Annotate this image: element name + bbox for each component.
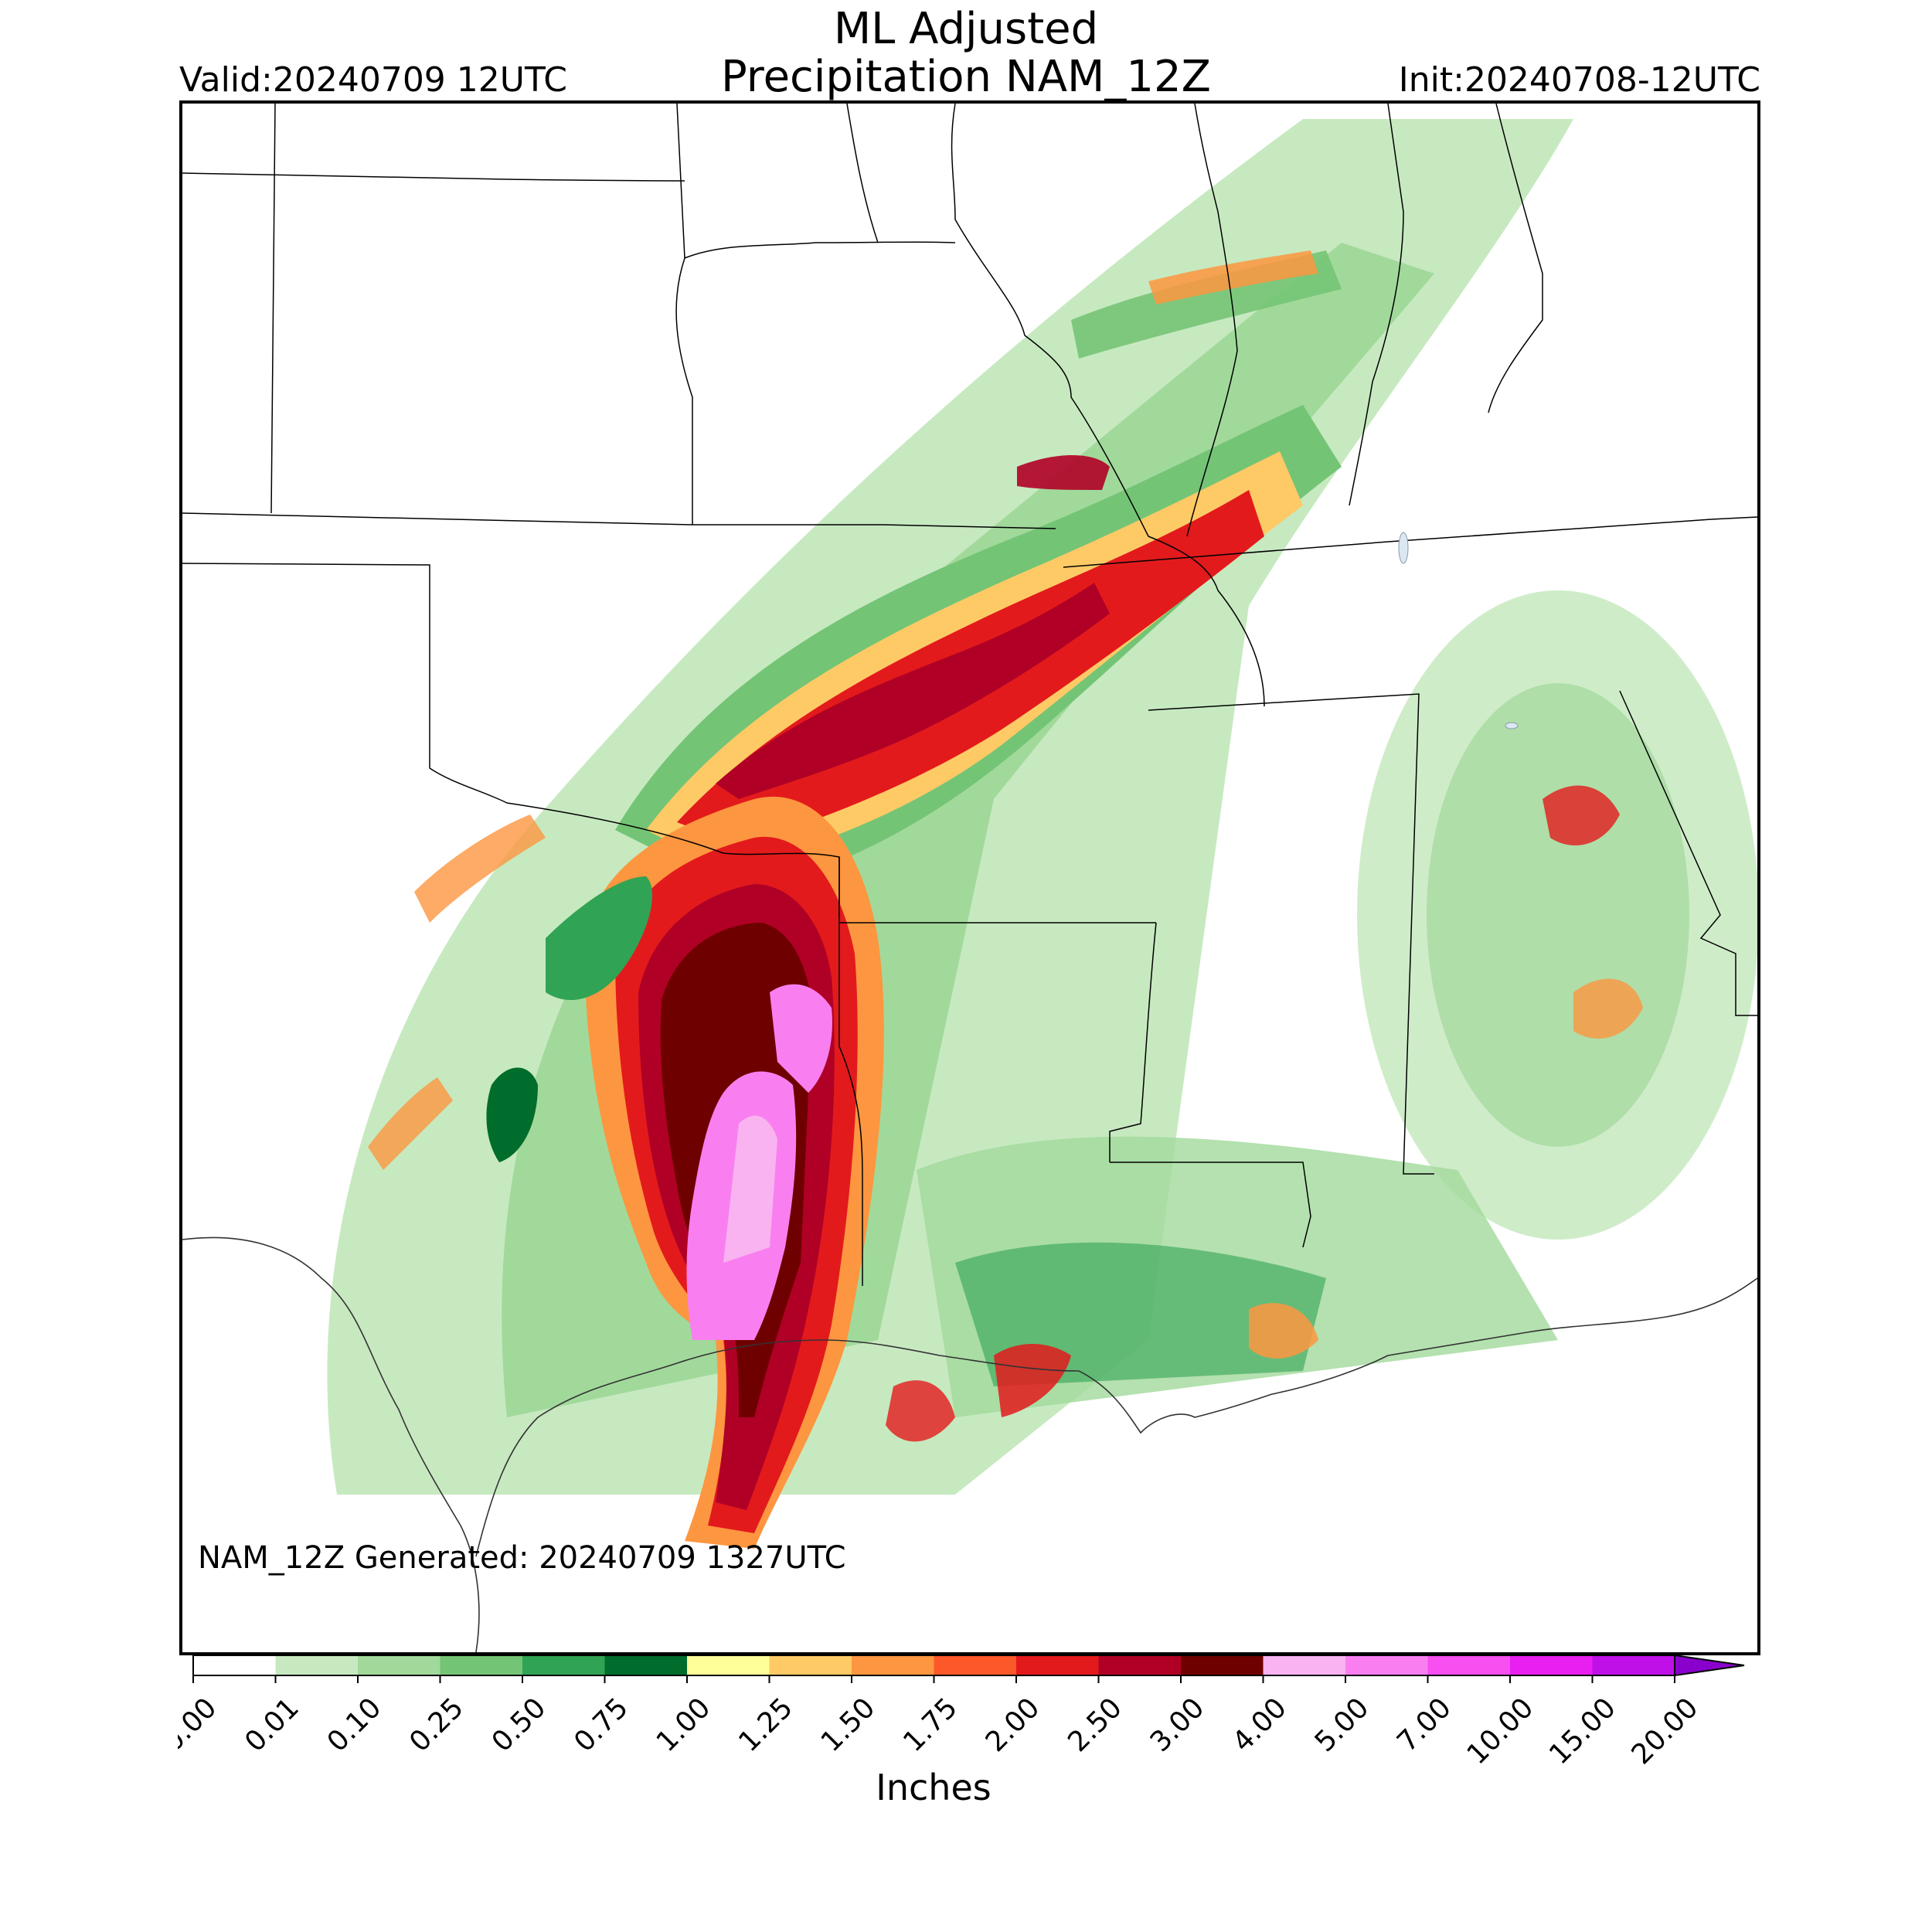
- colorbar-tick-label: 0.10: [321, 1692, 388, 1758]
- state-boundaries: [182, 104, 1757, 1286]
- colorbar-swatch: [358, 1655, 441, 1675]
- colorbar-tick-label: 2.50: [1062, 1692, 1128, 1758]
- colorbar-title: Inches: [876, 1767, 992, 1808]
- precip-field: [327, 119, 1757, 1549]
- colorbar-tick-label: 2.00: [980, 1692, 1046, 1758]
- colorbar-tick-label: 1.50: [815, 1692, 882, 1758]
- generated-note: NAM_12Z Generated: 20240709 1327UTC: [198, 1540, 846, 1576]
- colorbar-swatch: [1181, 1655, 1264, 1675]
- colorbar-tick-label: 0.75: [568, 1692, 634, 1758]
- colorbar-svg: 0.00 0.01 0.10 0.25 0.50 0.75 1.00 1.25 1.50 1.75…: [157, 1654, 1745, 1770]
- colorbar-tick-label: 3.00: [1145, 1692, 1211, 1758]
- colorbar-swatch: [1016, 1655, 1100, 1675]
- init-time-label: Init:20240708-12UTC: [1398, 60, 1760, 100]
- lakes: [1398, 532, 1519, 730]
- colorbar-tick-label: 0.25: [403, 1692, 470, 1758]
- colorbar-tick-label: 7.00: [1391, 1692, 1458, 1758]
- colorbar-swatch: [1592, 1655, 1675, 1675]
- colorbar-tick-label: 1.25: [733, 1692, 799, 1758]
- colorbar-swatch: [275, 1655, 359, 1675]
- colorbar-extend-arrow: [1674, 1654, 1745, 1677]
- colorbar-swatch: [687, 1655, 770, 1675]
- colorbar-tick-label: 10.00: [1461, 1692, 1540, 1770]
- colorbar-tick-label: 1.75: [897, 1692, 964, 1758]
- colorbar-tick-label: 1.00: [651, 1692, 717, 1758]
- colorbar-swatch: [852, 1655, 935, 1675]
- valid-time-label: Valid:20240709 12UTC: [179, 60, 568, 100]
- colorbar-swatch: [1345, 1655, 1429, 1675]
- colorbar-tick-label: 0.00: [178, 1692, 223, 1758]
- colorbar-tick-label: 0.50: [486, 1692, 553, 1758]
- colorbar-swatch: [193, 1655, 277, 1675]
- colorbar-swatch: [1263, 1655, 1346, 1675]
- colorbar-tick-label: 5.00: [1309, 1692, 1376, 1758]
- map-canvas: NAM_12Z Generated: 20240709 1327UTC: [182, 104, 1757, 1652]
- map-title-line2: Precipitation NAM_12Z: [721, 52, 1211, 102]
- colorbar: 0.00 0.01 0.10 0.25 0.50 0.75 1.00 1.25 1.50 1.75…: [157, 1648, 1770, 1774]
- precipitation-map: NAM_12Z Generated: 20240709 1327UTC: [179, 100, 1760, 1655]
- coastline: [182, 1236, 1757, 1652]
- colorbar-swatch: [1098, 1655, 1182, 1675]
- colorbar-swatch: [1427, 1655, 1511, 1675]
- colorbar-tick-label: 20.00: [1626, 1692, 1705, 1770]
- colorbar-swatch: [934, 1655, 1017, 1675]
- colorbar-tick-label: 15.00: [1543, 1692, 1622, 1770]
- colorbar-tick-label: 0.01: [239, 1692, 305, 1758]
- colorbar-tick-label: 4.00: [1226, 1692, 1293, 1758]
- colorbar-swatch: [440, 1655, 523, 1675]
- colorbar-swatch: [522, 1655, 606, 1675]
- colorbar-swatch: [604, 1655, 688, 1675]
- colorbar-swatch: [1510, 1655, 1594, 1675]
- map-title-line1: ML Adjusted: [833, 4, 1099, 54]
- colorbar-swatch: [769, 1655, 852, 1675]
